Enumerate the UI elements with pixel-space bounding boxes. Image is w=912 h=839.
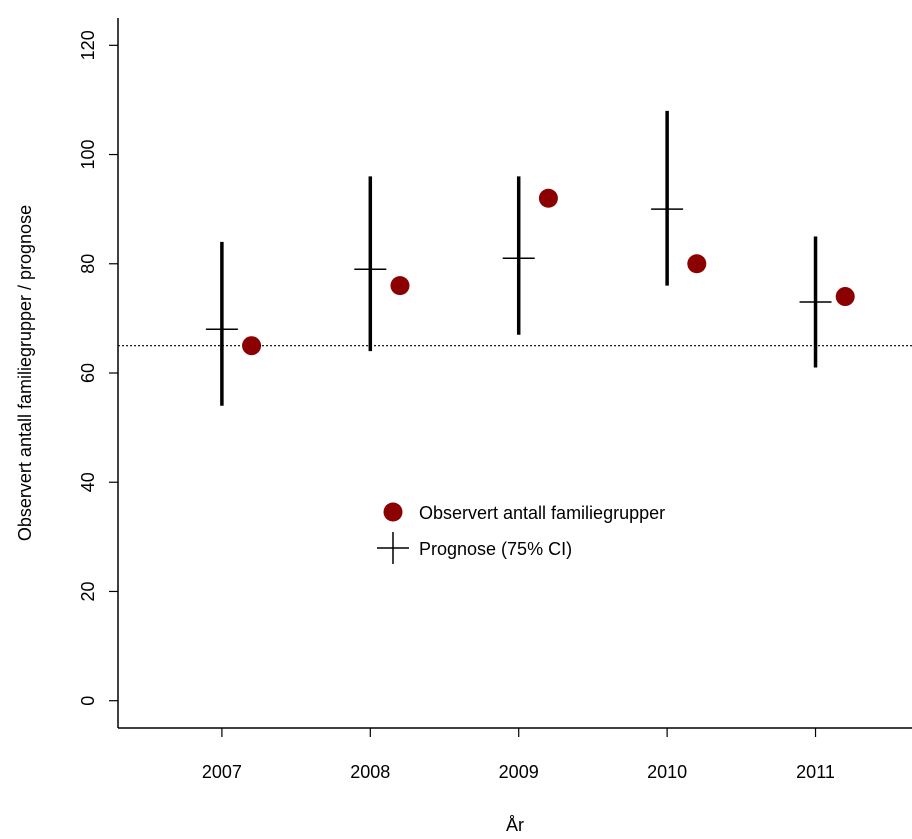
x-tick-label: 2009 — [499, 762, 539, 782]
observed-point — [835, 287, 855, 307]
y-tick-label: 100 — [78, 140, 98, 170]
observed-point — [538, 188, 558, 208]
x-tick-label: 2011 — [796, 762, 835, 782]
observed-point — [687, 254, 707, 274]
y-axis-label: Observert antall familiegrupper / progno… — [15, 205, 35, 541]
x-tick-label: 2008 — [350, 762, 390, 782]
legend-marker — [383, 502, 403, 522]
y-tick-label: 40 — [78, 472, 98, 492]
x-axis-label: År — [506, 815, 524, 835]
legend-label: Prognose (75% CI) — [419, 539, 572, 559]
observed-point — [242, 336, 262, 356]
observed-point — [390, 276, 410, 296]
legend-label: Observert antall familiegrupper — [419, 503, 665, 523]
x-tick-label: 2007 — [202, 762, 242, 782]
y-tick-label: 20 — [78, 581, 98, 601]
y-tick-label: 60 — [78, 363, 98, 383]
y-tick-label: 120 — [78, 30, 98, 60]
y-tick-label: 80 — [78, 254, 98, 274]
y-tick-label: 0 — [78, 696, 98, 706]
x-tick-label: 2010 — [647, 762, 687, 782]
